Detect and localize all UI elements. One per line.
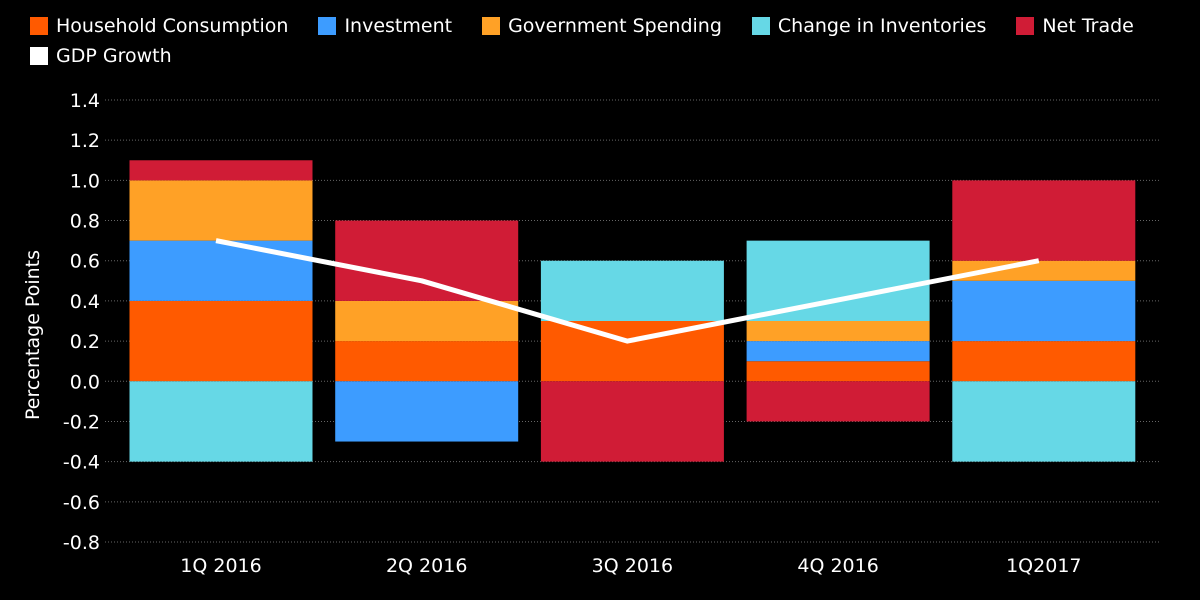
bar-net-trade <box>335 220 519 301</box>
bar-government-spending <box>952 260 1136 281</box>
legend-item: Household Consumption <box>30 14 288 38</box>
legend-label: Household Consumption <box>56 15 289 37</box>
y-tick-label: 0.4 <box>70 291 100 313</box>
legend-label: Net Trade <box>1042 15 1134 37</box>
y-tick-label: -0.2 <box>63 411 100 433</box>
bar-household-consumption <box>540 321 724 382</box>
y-tick-label: 0.2 <box>70 331 100 353</box>
bar-net-trade <box>129 160 313 181</box>
bar-household-consumption <box>129 300 313 382</box>
y-tick-label: 1.4 <box>70 90 100 112</box>
legend-label: Change in Inventories <box>777 15 987 37</box>
legend-item: Government Spending <box>482 14 722 38</box>
legend-label: Government Spending <box>508 15 722 37</box>
bar-net-trade <box>952 180 1136 261</box>
y-tick-label: 1.0 <box>70 170 100 192</box>
bar-household-consumption <box>952 341 1136 382</box>
bar-investment <box>952 280 1136 342</box>
bar-net-trade <box>540 381 724 462</box>
legend-swatch <box>30 47 48 65</box>
bar-change-in-inventories <box>129 381 313 462</box>
x-tick-label: 1Q2017 <box>1006 555 1081 577</box>
y-tick-label: -0.4 <box>63 452 100 474</box>
legend-item: GDP Growth <box>30 44 172 68</box>
bar-government-spending <box>746 321 930 342</box>
bar-household-consumption <box>335 341 519 382</box>
x-tick-label: 2Q 2016 <box>386 555 467 577</box>
legend-item: Investment <box>318 14 452 38</box>
x-tick-label: 1Q 2016 <box>180 555 261 577</box>
legend-label: GDP Growth <box>56 45 172 67</box>
y-tick-label: -0.8 <box>63 532 100 554</box>
bar-change-in-inventories <box>540 260 724 321</box>
bar-investment <box>129 240 313 301</box>
legend-swatch <box>751 17 770 35</box>
x-tick-label: 4Q 2016 <box>797 555 878 577</box>
bar-change-in-inventories <box>746 240 930 321</box>
y-tick-label: -0.6 <box>63 492 100 514</box>
y-axis-label: Percentage Points <box>22 250 44 420</box>
legend-swatch <box>30 17 48 35</box>
legend-swatch <box>1016 17 1035 35</box>
y-tick-label: 0.8 <box>70 211 100 233</box>
bar-net-trade <box>746 381 930 422</box>
bar-government-spending <box>129 180 313 241</box>
bar-investment <box>746 341 930 362</box>
bar-household-consumption <box>746 361 930 382</box>
legend-item: Net Trade <box>1016 14 1134 38</box>
y-tick-label: 1.2 <box>70 130 100 152</box>
bar-change-in-inventories <box>952 381 1136 462</box>
bar-investment <box>335 381 519 442</box>
bar-government-spending <box>335 300 519 342</box>
x-tick-label: 3Q 2016 <box>592 555 673 577</box>
legend-label: Investment <box>344 15 453 37</box>
legend-swatch <box>482 17 501 35</box>
legend-item: Change in Inventories <box>751 14 987 38</box>
legend-swatch <box>318 17 337 35</box>
y-tick-label: 0.6 <box>70 251 100 273</box>
legend: Household Consumption Investment Governmen… <box>30 14 1180 68</box>
y-tick-label: 0.0 <box>70 371 100 393</box>
